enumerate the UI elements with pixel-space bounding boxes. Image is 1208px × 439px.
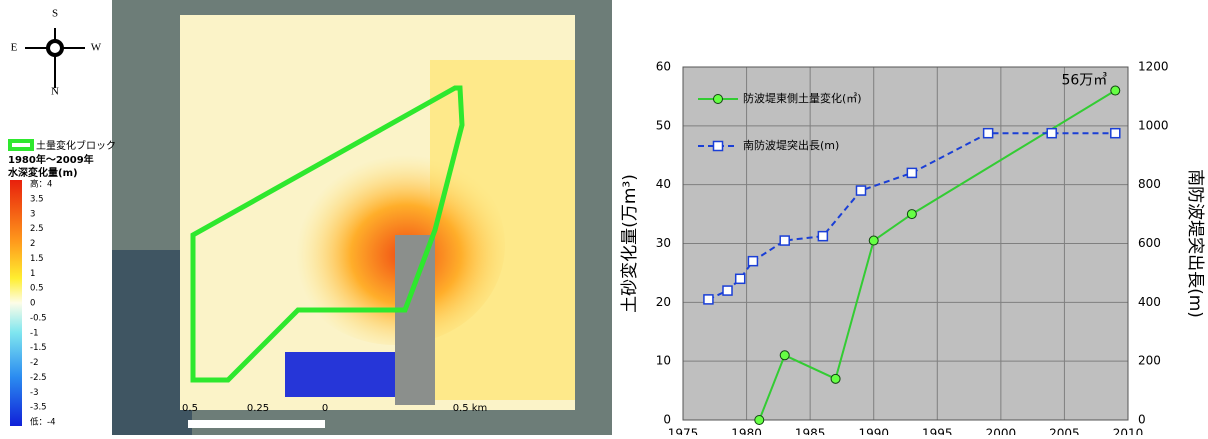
scale-title: 水深変化量(m) (7, 166, 78, 179)
data-point (1046, 127, 1057, 139)
y-tick-label: 20 (656, 295, 671, 309)
legend-label: 防波堤東側土量変化(㎥) (743, 91, 862, 105)
scale-label: 高：4 (30, 179, 52, 190)
scale-label: -1.5 (30, 343, 47, 353)
scale-label: -3 (30, 388, 38, 398)
data-point (1110, 127, 1121, 139)
scale-label: 1 (30, 269, 35, 279)
block-legend-label: 土量変化ブロック (36, 139, 116, 152)
scale-label: 2 (30, 239, 35, 249)
scale-label: -0.5 (30, 313, 47, 323)
x-tick-label: 2005 (1049, 427, 1080, 436)
compass-label: S (52, 8, 58, 20)
legend-marker (713, 94, 723, 104)
y-tick-label: 10 (656, 354, 671, 368)
data-point (734, 273, 746, 285)
y2-tick-label: 800 (1138, 177, 1161, 191)
scalebar-label: 0 (322, 403, 328, 414)
map (112, 0, 612, 435)
data-point (779, 235, 790, 246)
deposition-area (285, 352, 400, 397)
data-point (722, 285, 733, 296)
scale-label: 0 (30, 299, 35, 309)
legend-label: 南防波堤突出長(m) (743, 138, 839, 152)
breakwater (395, 235, 435, 405)
y2-tick-label: 200 (1138, 354, 1161, 368)
data-point (817, 230, 829, 242)
y2-tick-label: 600 (1138, 236, 1161, 250)
block-legend-swatch (8, 139, 34, 151)
y-tick-label: 30 (656, 236, 671, 250)
data-point (855, 185, 867, 196)
scale-label: 0.5 (30, 284, 44, 294)
y-axis-label: 土砂変化量(万m³) (620, 174, 640, 313)
scalebar (188, 420, 325, 428)
y2-axis-label: 南防波堤突出長(m) (1185, 169, 1205, 318)
data-point (830, 373, 841, 384)
x-tick-label: 1985 (795, 427, 826, 436)
y-tick-label: 60 (656, 60, 671, 74)
scale-label: -1 (30, 328, 38, 338)
plot-border (682, 66, 1129, 421)
data-point (868, 235, 879, 246)
y2-tick-label: 0 (1138, 413, 1146, 427)
y2-tick-label: 400 (1138, 295, 1161, 309)
y-tick-label: 0 (663, 413, 671, 427)
scale-label: 低：-4 (30, 417, 55, 428)
compass (25, 28, 85, 88)
x-tick-label: 2000 (986, 427, 1017, 436)
y2-tick-label: 1000 (1138, 118, 1169, 132)
scale-label: 3.5 (30, 194, 44, 204)
data-point (747, 255, 759, 267)
data-point (1110, 85, 1121, 96)
scale-label: 3 (30, 209, 35, 219)
data-point (779, 350, 790, 361)
data-point (703, 294, 714, 305)
scale-label: 2.5 (30, 224, 44, 234)
scale-label: -2 (30, 358, 38, 368)
scale-label: -3.5 (30, 403, 47, 413)
block-outline (190, 85, 465, 383)
period: 1980年～2009年 (8, 153, 94, 166)
data-point (754, 415, 765, 425)
y-tick-label: 40 (656, 177, 671, 191)
scale-label: 1.5 (30, 254, 44, 264)
x-tick-label: 2010 (1113, 427, 1144, 436)
data-point (906, 167, 918, 179)
annotation: 56万㎥ (1061, 73, 1107, 89)
data-point (982, 127, 994, 139)
compass-label: E (11, 42, 18, 54)
y2-tick-label: 1200 (1138, 60, 1169, 74)
x-tick-label: 1990 (858, 427, 889, 436)
x-tick-label: 1995 (922, 427, 953, 436)
scale-label: -2.5 (30, 373, 47, 383)
compass-label: N (51, 86, 59, 98)
sea (112, 250, 192, 435)
colorbar (10, 180, 22, 426)
series-line (758, 89, 1116, 421)
scalebar-label: 0.5 (182, 403, 198, 414)
scalebar-label: 0.25 (247, 403, 269, 414)
x-tick-label: 1975 (668, 427, 699, 436)
data-point (906, 209, 917, 220)
x-tick-label: 1980 (731, 427, 762, 436)
scalebar-label: 0.5 km (453, 403, 488, 414)
compass-label: W (91, 42, 102, 54)
legend-marker (712, 140, 724, 152)
y-tick-label: 50 (656, 118, 671, 132)
